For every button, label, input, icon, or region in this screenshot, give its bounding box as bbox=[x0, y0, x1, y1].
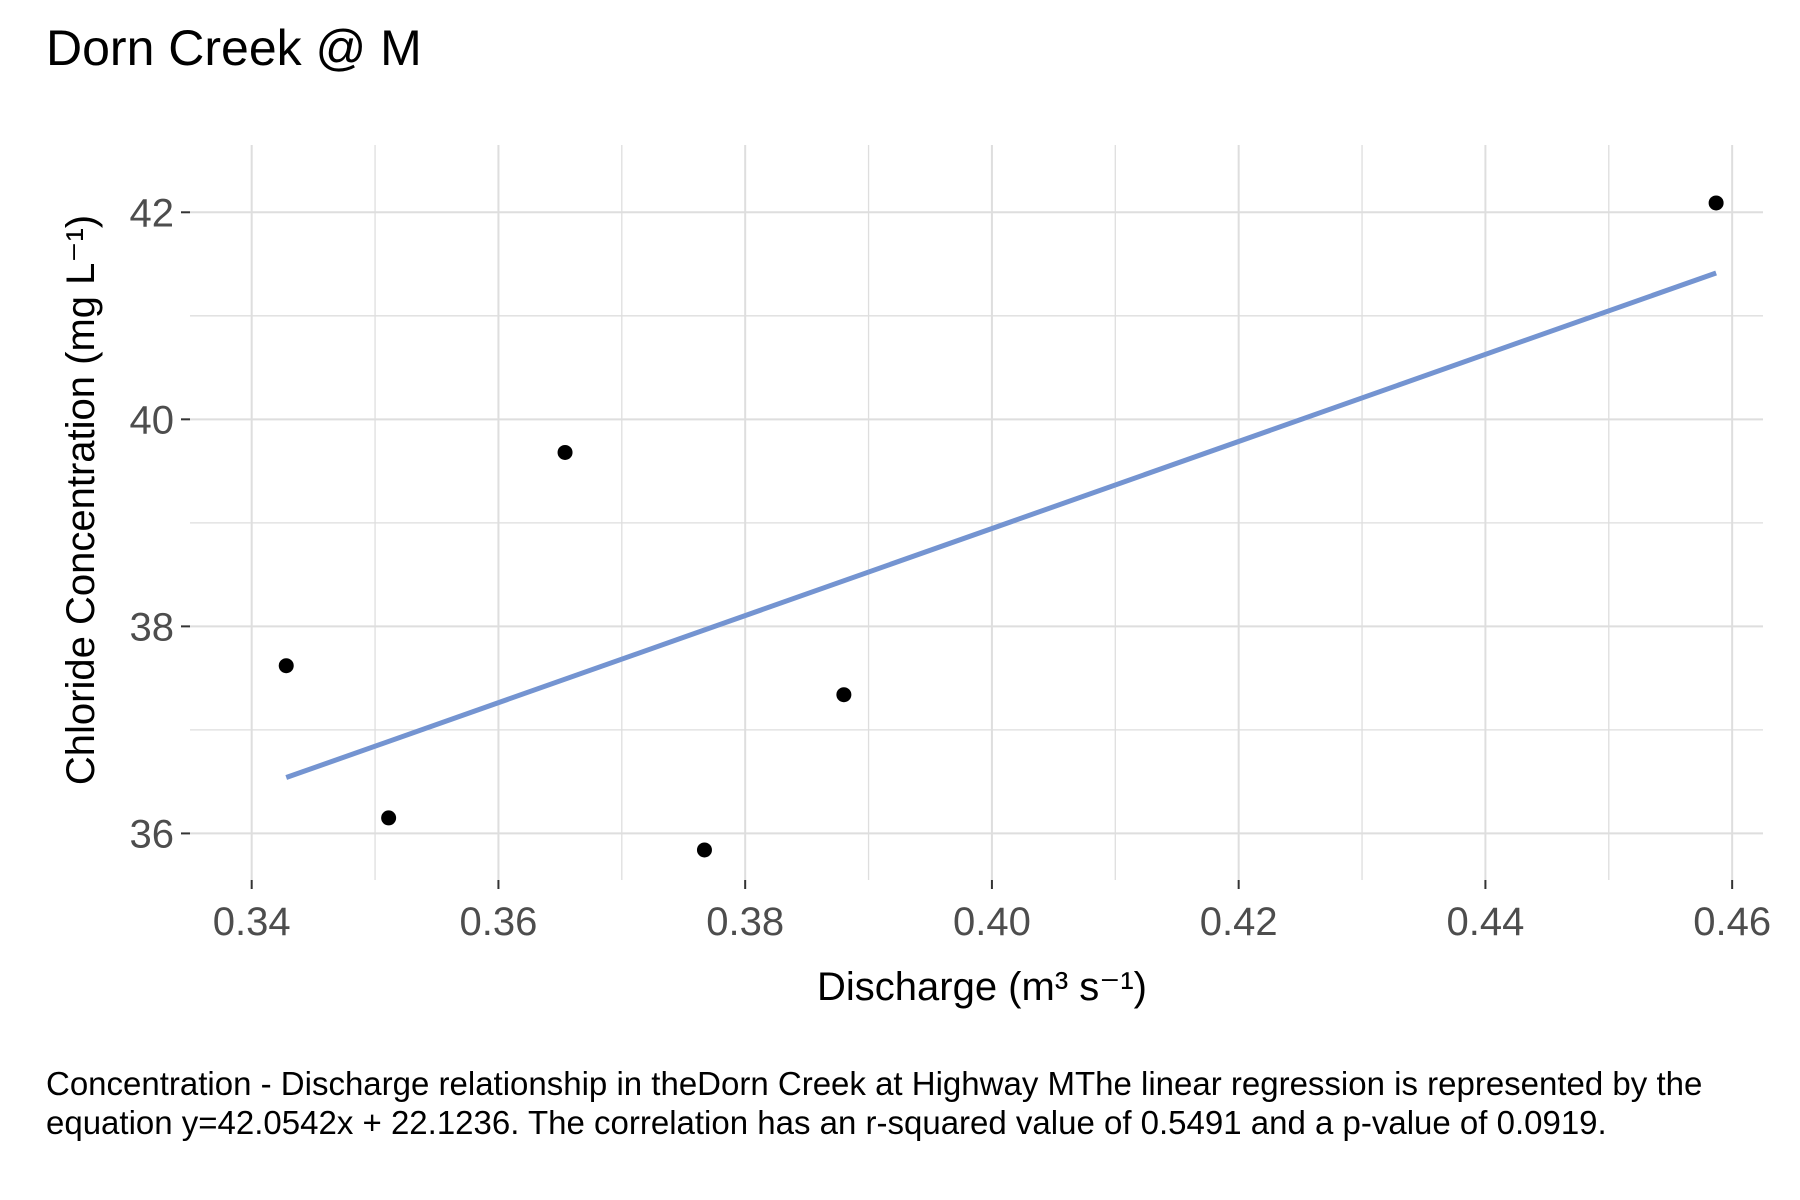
y-tick-label: 36 bbox=[130, 812, 175, 856]
x-tick-label: 0.34 bbox=[213, 900, 291, 944]
x-tick-label: 0.40 bbox=[953, 900, 1031, 944]
data-point bbox=[381, 810, 397, 826]
axis-ticks bbox=[181, 211, 1734, 889]
data-point bbox=[1708, 195, 1724, 211]
y-tick-label: 38 bbox=[130, 605, 175, 649]
y-axis-label: Chloride Concentration (mg L⁻¹) bbox=[59, 215, 103, 785]
x-axis-label: Discharge (m³ s⁻¹) bbox=[817, 965, 1147, 1009]
data-point bbox=[836, 687, 852, 703]
x-axis-tick-labels: 0.34 0.36 0.38 0.40 0.42 0.44 0.46 bbox=[213, 900, 1771, 944]
data-point bbox=[696, 842, 712, 858]
minor-gridlines bbox=[190, 145, 1763, 880]
x-tick-label: 0.46 bbox=[1693, 900, 1771, 944]
major-gridlines bbox=[190, 145, 1763, 880]
x-tick-label: 0.38 bbox=[706, 900, 784, 944]
x-tick-label: 0.36 bbox=[460, 900, 538, 944]
y-axis-tick-labels: 36 38 40 42 bbox=[130, 191, 175, 856]
data-point bbox=[557, 444, 573, 460]
y-tick-label: 40 bbox=[130, 398, 175, 442]
data-series bbox=[278, 195, 1724, 858]
data-point bbox=[278, 658, 294, 674]
y-tick-label: 42 bbox=[130, 191, 175, 235]
scatter-plot: 0.34 0.36 0.38 0.40 0.42 0.44 0.46 36 38 40 42 Di… bbox=[59, 145, 1771, 1009]
x-tick-label: 0.44 bbox=[1446, 900, 1524, 944]
figure-caption: Concentration - Discharge relationship i… bbox=[46, 1065, 1703, 1141]
regression-line bbox=[285, 270, 1717, 780]
chart-title: Dorn Creek @ M bbox=[46, 20, 422, 76]
x-tick-label: 0.42 bbox=[1200, 900, 1278, 944]
